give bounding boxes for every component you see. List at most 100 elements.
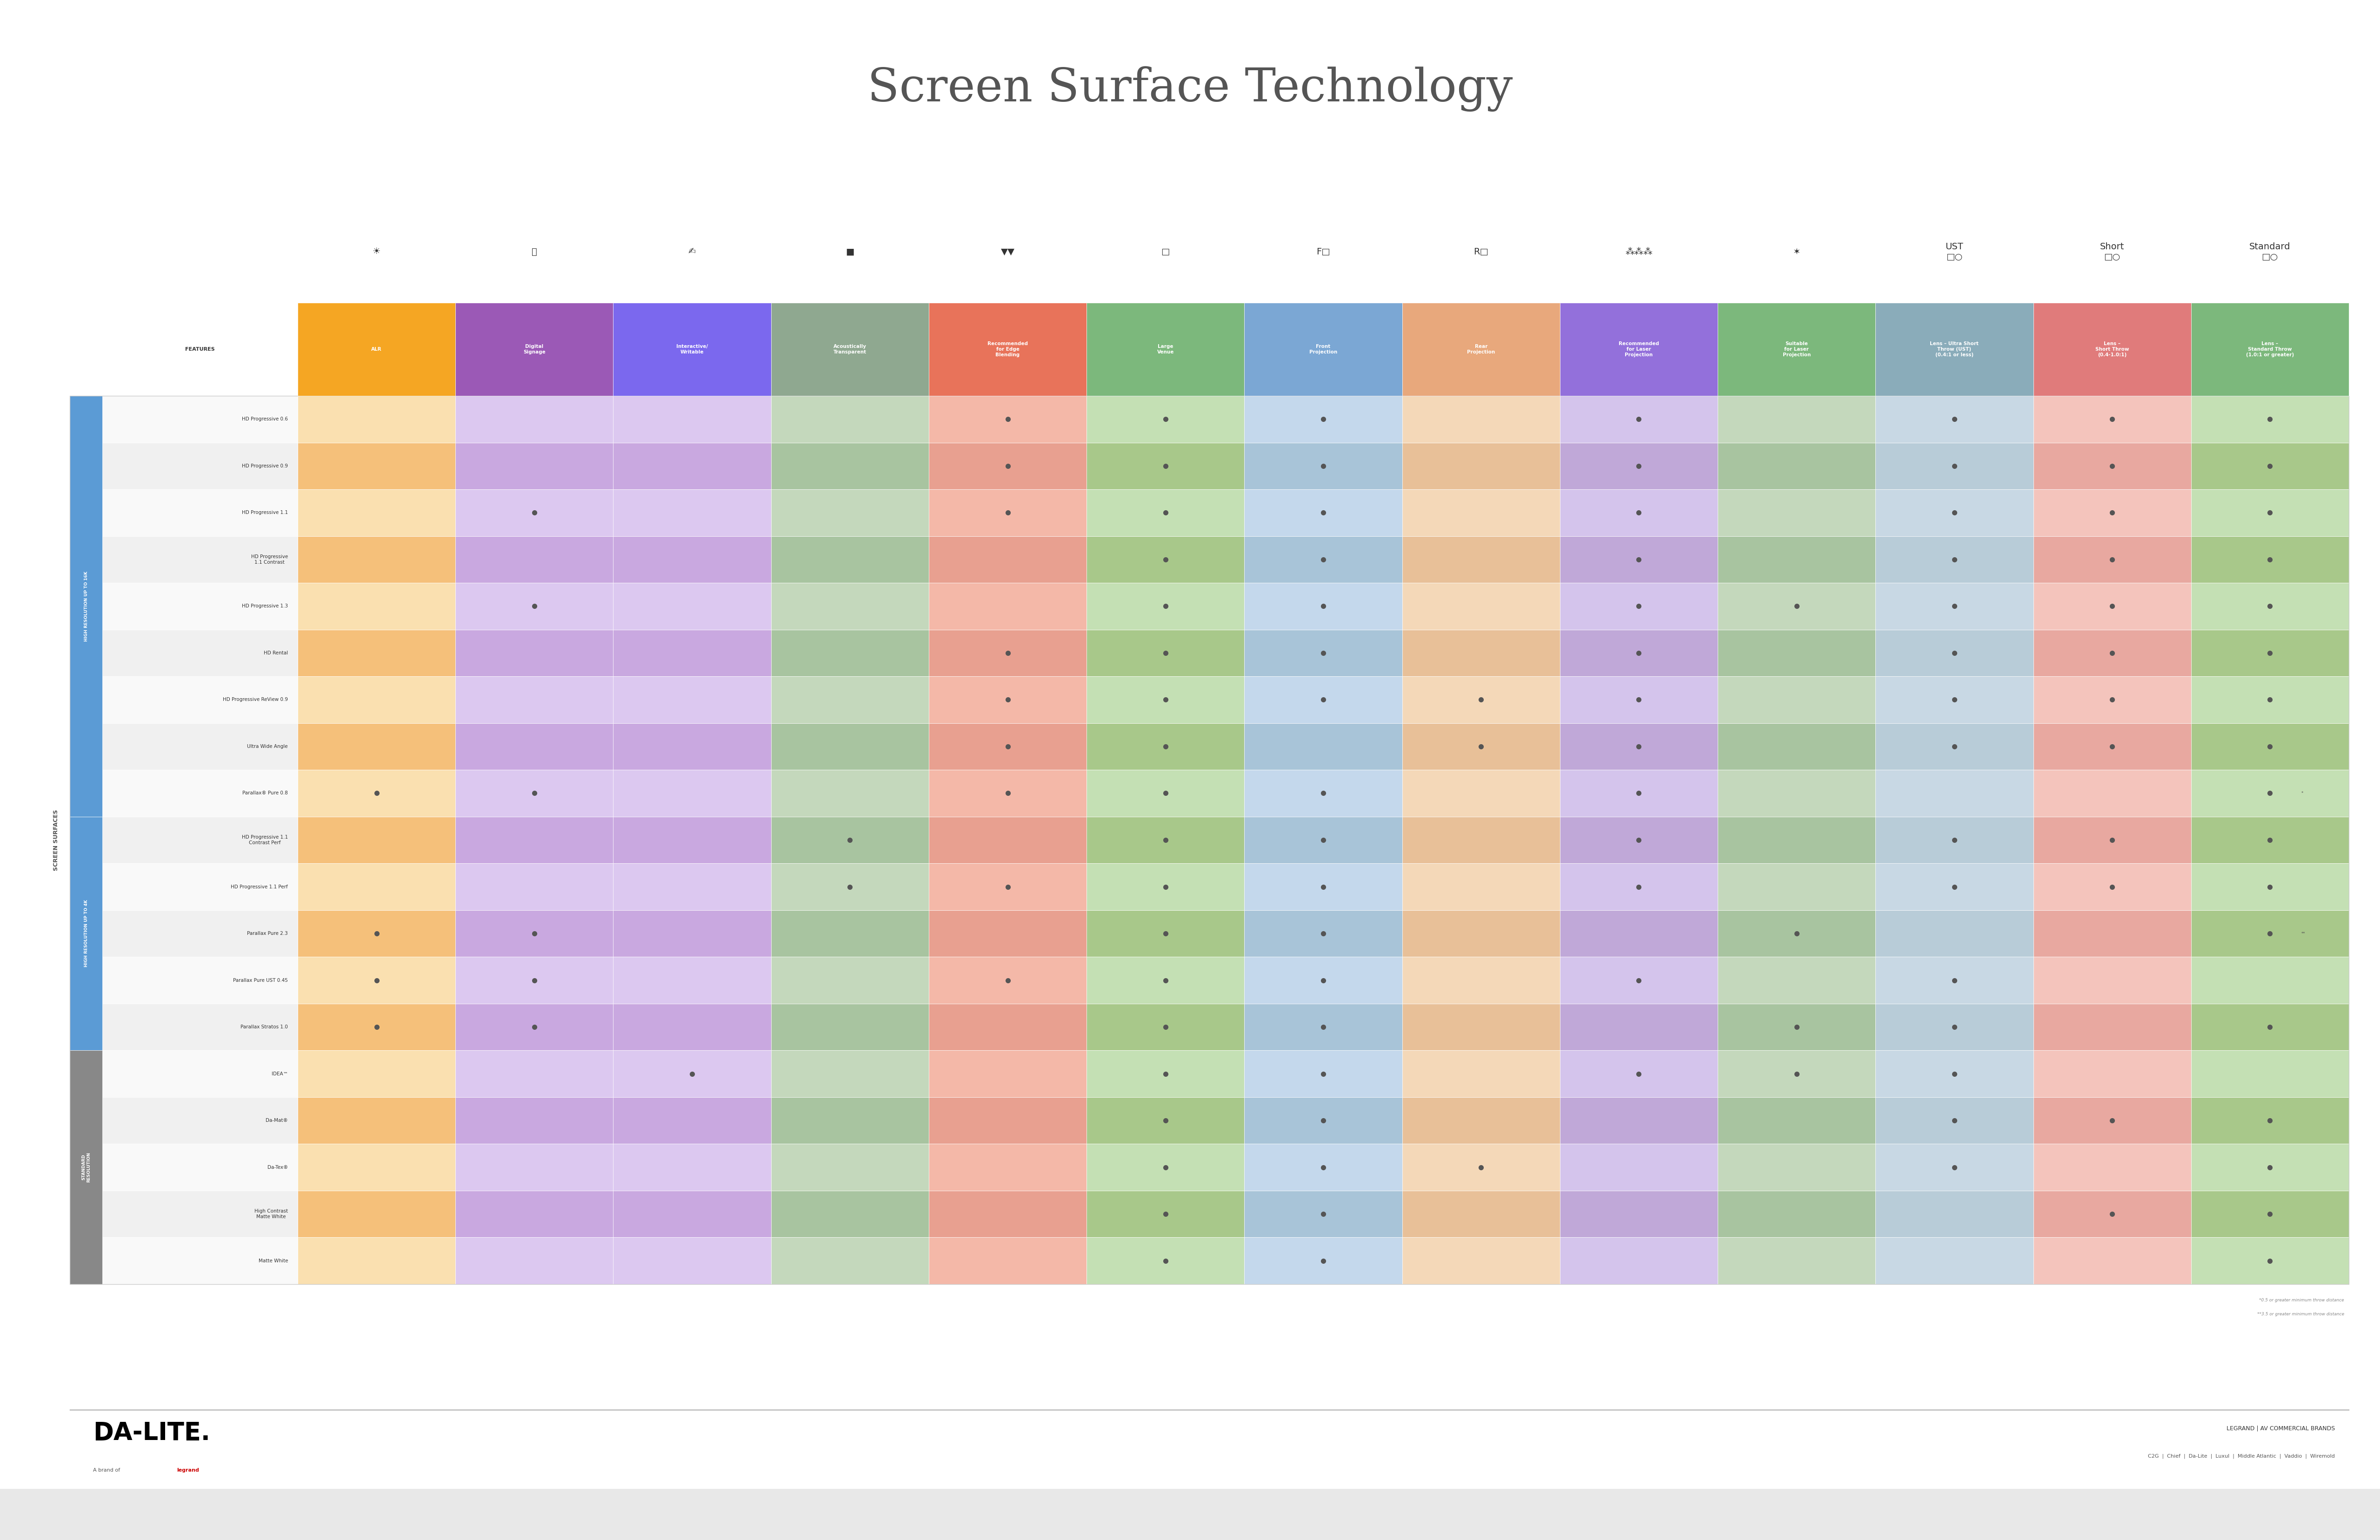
Bar (2033, 442, 2192, 490)
Bar (1245, 676, 1402, 724)
Text: High Contrast
Matte White: High Contrast Matte White (255, 1209, 288, 1220)
Bar (1559, 864, 1718, 910)
Bar (2192, 864, 2349, 910)
Bar (455, 442, 614, 490)
Text: FEATURES: FEATURES (186, 346, 214, 351)
Bar (455, 816, 614, 864)
Bar (1718, 1050, 1875, 1096)
Bar (455, 1144, 614, 1190)
Bar (614, 676, 771, 724)
Bar (1559, 676, 1718, 724)
Bar (928, 582, 1088, 630)
Bar (298, 630, 455, 676)
Bar (1088, 770, 1245, 816)
Text: IDEA™: IDEA™ (271, 1072, 288, 1076)
Bar (928, 1096, 1088, 1144)
Bar (2192, 1096, 2349, 1144)
Bar (1718, 442, 1875, 490)
Bar (2192, 303, 2349, 396)
Bar (771, 582, 928, 630)
Text: ✍: ✍ (688, 248, 695, 256)
Bar (2033, 1144, 2192, 1190)
Bar (614, 724, 771, 770)
Bar (298, 956, 455, 1004)
Bar (1875, 536, 2033, 582)
Bar (771, 490, 928, 536)
Bar (1245, 490, 1402, 536)
Text: Screen Surface Technology: Screen Surface Technology (866, 66, 1514, 111)
Bar (771, 770, 928, 816)
Bar (771, 1144, 928, 1190)
Text: STANDARD
RESOLUTION: STANDARD RESOLUTION (81, 1152, 90, 1183)
Bar (102, 864, 298, 910)
Text: *0.5 or greater minimum throw distance: *0.5 or greater minimum throw distance (2259, 1298, 2344, 1303)
Bar (1245, 1238, 1402, 1284)
Text: HD Progressive 0.6: HD Progressive 0.6 (243, 417, 288, 422)
Bar (928, 676, 1088, 724)
Bar (1718, 490, 1875, 536)
Bar (0, 1489, 2380, 1540)
Bar (771, 956, 928, 1004)
Bar (771, 536, 928, 582)
Bar (1559, 630, 1718, 676)
Bar (1088, 676, 1245, 724)
Bar (1088, 442, 1245, 490)
Bar (2192, 676, 2349, 724)
Bar (1088, 536, 1245, 582)
Bar (1875, 1238, 2033, 1284)
Text: HD Progressive 0.9: HD Progressive 0.9 (243, 464, 288, 468)
Bar (1402, 442, 1559, 490)
Bar (2192, 1050, 2349, 1096)
Text: SCREEN SURFACES: SCREEN SURFACES (52, 810, 60, 870)
Bar (455, 1190, 614, 1238)
Bar (614, 1050, 771, 1096)
Bar (102, 1050, 298, 1096)
Bar (771, 910, 928, 956)
Text: LEGRAND | AV COMMERCIAL BRANDS: LEGRAND | AV COMMERCIAL BRANDS (2225, 1426, 2335, 1431)
Bar (1402, 816, 1559, 864)
Bar (1088, 1238, 1245, 1284)
Bar (1245, 1004, 1402, 1050)
Text: Lens –
Short Throw
(0.4-1.0:1): Lens – Short Throw (0.4-1.0:1) (2094, 342, 2130, 357)
Text: Suitable
for Laser
Projection: Suitable for Laser Projection (1783, 342, 1811, 357)
Text: Parallax Pure UST 0.45: Parallax Pure UST 0.45 (233, 978, 288, 983)
Bar (1875, 910, 2033, 956)
Bar (1245, 816, 1402, 864)
Bar (614, 582, 771, 630)
Bar (2192, 956, 2349, 1004)
Bar (1245, 442, 1402, 490)
Bar (2192, 1190, 2349, 1238)
Bar (1245, 630, 1402, 676)
Bar (455, 396, 614, 442)
Bar (102, 910, 298, 956)
Text: Acoustically
Transparent: Acoustically Transparent (833, 345, 866, 354)
Bar (2192, 536, 2349, 582)
Bar (2033, 956, 2192, 1004)
Bar (1559, 1238, 1718, 1284)
Bar (2192, 1004, 2349, 1050)
Bar (1402, 1144, 1559, 1190)
Bar (614, 910, 771, 956)
Bar (1088, 724, 1245, 770)
Bar (928, 956, 1088, 1004)
Bar (1559, 1190, 1718, 1238)
Bar (928, 864, 1088, 910)
Bar (455, 1238, 614, 1284)
Text: **3.5 or greater minimum throw distance: **3.5 or greater minimum throw distance (2256, 1312, 2344, 1317)
Bar (1875, 582, 2033, 630)
Text: Parallax® Pure 0.8: Parallax® Pure 0.8 (243, 792, 288, 796)
Bar (1402, 724, 1559, 770)
Bar (298, 816, 455, 864)
Bar (69, 816, 102, 1050)
Bar (1088, 630, 1245, 676)
Text: Da-Mat®: Da-Mat® (267, 1118, 288, 1123)
Bar (2192, 630, 2349, 676)
Bar (455, 1004, 614, 1050)
Text: ☀: ☀ (374, 248, 381, 256)
Bar (928, 770, 1088, 816)
Bar (69, 1050, 102, 1284)
Bar (102, 490, 298, 536)
Bar (614, 816, 771, 864)
Bar (1559, 396, 1718, 442)
Bar (455, 910, 614, 956)
